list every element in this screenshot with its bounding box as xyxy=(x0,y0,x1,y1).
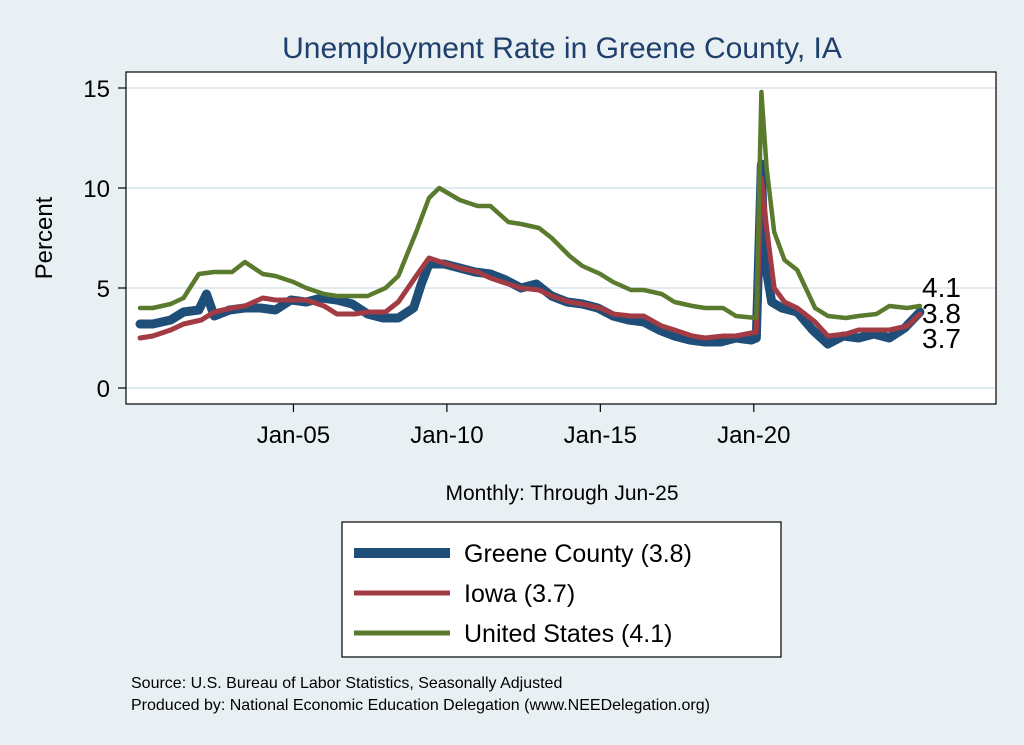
x-tick-label: Jan-20 xyxy=(717,422,790,449)
x-tick-label: Jan-10 xyxy=(410,422,483,449)
legend-label-1: Greene County (3.8) xyxy=(464,540,692,568)
y-axis-ticks: 0 5 10 15 xyxy=(83,76,126,403)
chart-title: Unemployment Rate in Greene County, IA xyxy=(282,32,842,65)
x-axis-note: Monthly: Through Jun-25 xyxy=(445,482,678,505)
series-line-3 xyxy=(137,89,923,321)
end-labels: 3.83.7 4.1 xyxy=(922,272,961,354)
series-lines xyxy=(135,89,925,349)
y-tick-label: 10 xyxy=(83,176,110,203)
source-note: Source: U.S. Bureau of Labor Statistics,… xyxy=(131,675,562,692)
y-axis-label: Percent xyxy=(31,196,58,279)
x-tick-label: Jan-15 xyxy=(564,422,637,449)
y-tick-label: 15 xyxy=(83,76,110,103)
end-label-1: 3.8 xyxy=(922,298,961,329)
legend: Greene County (3.8) Iowa (3.7) United Stat… xyxy=(341,521,782,658)
legend-label-2: Iowa (3.7) xyxy=(464,580,575,608)
y-tick-label: 5 xyxy=(97,276,110,303)
gridlines xyxy=(127,87,995,389)
plot-area xyxy=(125,71,997,405)
x-axis-ticks: Jan-05 Jan-10 Jan-15 Jan-20 xyxy=(257,404,790,449)
end-label-3: 4.1 xyxy=(922,272,961,303)
series-line-1 xyxy=(135,159,925,349)
x-tick-label: Jan-05 xyxy=(257,422,330,449)
produced-by-note: Produced by: National Economic Education… xyxy=(131,697,710,714)
y-tick-label: 0 xyxy=(97,376,110,403)
end-label-2: 3.7 xyxy=(922,323,961,354)
series-line-2 xyxy=(137,175,923,341)
legend-label-3: United States (4.1) xyxy=(464,620,672,648)
